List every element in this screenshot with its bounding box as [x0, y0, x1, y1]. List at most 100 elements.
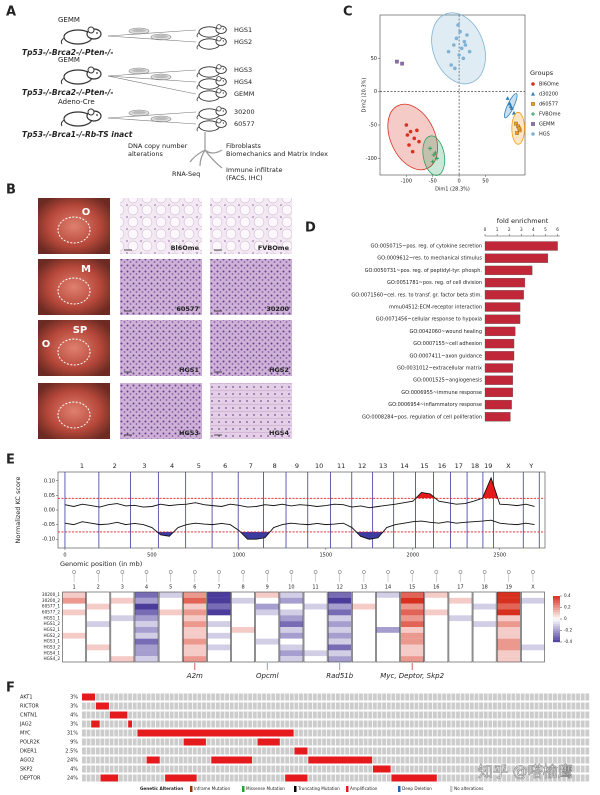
chromosome-label: 2	[113, 462, 117, 470]
heat-cell	[328, 609, 352, 616]
photo-label: M	[81, 264, 91, 275]
sample-cell	[169, 756, 174, 764]
colorbar-step	[553, 602, 560, 606]
category-label: GO:0071456~cellular response to hypoxia	[376, 317, 482, 323]
sample-cell	[428, 693, 433, 701]
zoom-point	[72, 570, 76, 574]
heat-cell	[159, 592, 183, 598]
sample-cell	[502, 738, 507, 746]
histology-section	[210, 259, 292, 315]
heat-cell	[62, 621, 86, 628]
sample-cell	[192, 747, 197, 755]
sample-cell	[91, 729, 96, 737]
amplification	[391, 774, 437, 782]
photo-label: O	[42, 339, 51, 350]
sample-cell	[266, 774, 271, 782]
sample-cell	[511, 693, 516, 701]
sample-cell	[382, 774, 386, 782]
sample-cell	[525, 711, 530, 719]
bar	[484, 277, 526, 288]
heat-cell	[400, 632, 424, 639]
sample-cell	[400, 729, 405, 737]
sample-cell	[215, 693, 220, 701]
heat-cell	[448, 650, 473, 657]
sample-cell	[493, 738, 497, 746]
sample-cell	[479, 702, 483, 710]
sample-cell	[400, 702, 405, 710]
tumor-photo	[38, 320, 110, 376]
gene-name: CNTN1	[20, 713, 37, 719]
sample-cell	[576, 720, 580, 728]
chromosome-label: 7	[249, 462, 253, 470]
mouse-icon	[196, 88, 227, 102]
bar	[484, 314, 521, 324]
sample-cell	[114, 729, 119, 737]
panel-letter: C	[343, 5, 353, 20]
point	[453, 66, 457, 71]
sample-cell	[280, 711, 285, 719]
block-frame	[110, 591, 135, 663]
sample-cell	[178, 765, 183, 773]
sample-cell	[202, 756, 206, 764]
sample-cell	[248, 765, 253, 773]
sample-cell	[377, 720, 382, 728]
sample-cell	[202, 774, 206, 782]
heat-cell	[110, 627, 134, 633]
sample-cell	[202, 711, 206, 719]
sample-cell	[400, 756, 405, 764]
colorbar-step	[553, 625, 560, 629]
sample-cell	[105, 711, 109, 719]
sample-cell	[396, 720, 400, 728]
sample-cell	[557, 747, 562, 755]
legend-swatch	[450, 786, 453, 792]
sample-cell	[299, 729, 303, 737]
sample-cell	[571, 693, 576, 701]
column-label: 14	[385, 585, 391, 591]
sample-cell	[409, 693, 414, 701]
heat-cell	[159, 644, 183, 651]
sample-cell	[132, 774, 137, 782]
heat-cell	[376, 632, 400, 639]
sample-cell	[86, 738, 91, 746]
x-tick-label: 1000	[233, 553, 246, 559]
sample-cell	[289, 756, 294, 764]
sample-cell	[437, 765, 442, 773]
chromosome-label: 13	[379, 462, 387, 470]
sample-cell	[142, 747, 146, 755]
heat-cell	[424, 627, 448, 633]
sample-cell	[571, 711, 576, 719]
heat-cell	[497, 650, 521, 657]
sample-cell	[225, 702, 229, 710]
sample-cell	[396, 693, 400, 701]
heat-cell	[183, 644, 207, 651]
sample-cell	[243, 693, 248, 701]
heat-cell	[279, 592, 303, 598]
heat-cell	[110, 597, 134, 604]
sample-cell	[409, 729, 414, 737]
sample-cell	[266, 702, 271, 710]
heat-cell	[352, 621, 376, 628]
sample-cell	[326, 765, 331, 773]
heat-cell	[400, 615, 424, 622]
sample-cell	[331, 765, 336, 773]
sample-cell	[331, 738, 336, 746]
amplification	[109, 711, 128, 719]
sample-cell	[419, 756, 423, 764]
sample-cell	[118, 693, 123, 701]
sample-cell	[257, 711, 262, 719]
sample-cell	[271, 720, 276, 728]
sample-cell	[317, 711, 322, 719]
heat-cell	[110, 644, 134, 651]
sample-cell	[488, 756, 493, 764]
sample-cell	[548, 756, 553, 764]
column-label: 13	[361, 585, 367, 591]
point	[415, 128, 419, 133]
heat-cell	[279, 656, 303, 663]
sample-cell	[396, 711, 400, 719]
sample-cell	[377, 693, 382, 701]
heat-cell	[448, 632, 473, 639]
sample-cell	[336, 693, 340, 701]
sample-cell	[262, 702, 266, 710]
sample-cell	[151, 765, 156, 773]
block-frame	[86, 591, 111, 663]
